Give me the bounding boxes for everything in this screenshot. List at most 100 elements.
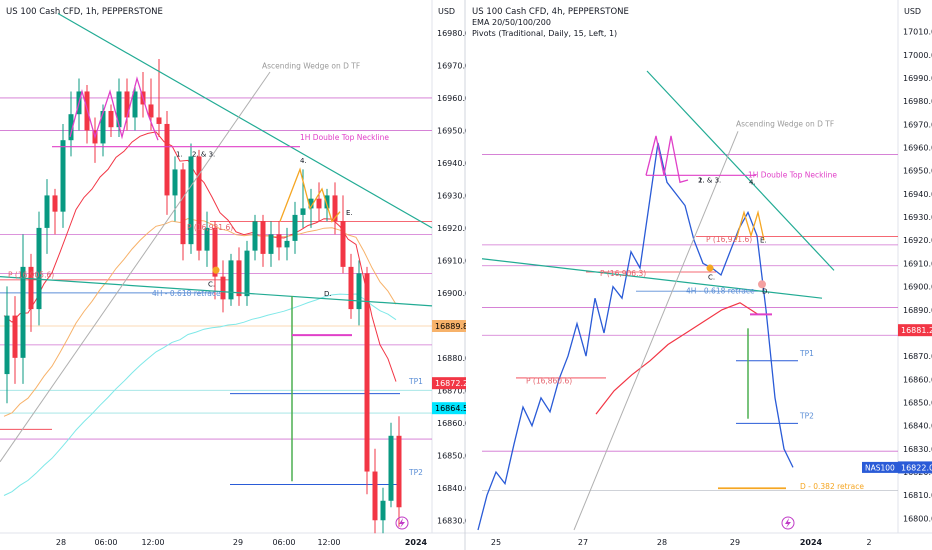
support-trendline bbox=[481, 258, 823, 299]
x-tick-label: 12:00 bbox=[141, 538, 164, 547]
y-tick-label: 16850.0 bbox=[903, 399, 932, 408]
right-pivot-label-1: P (16,906.3) bbox=[600, 269, 646, 278]
candle-body bbox=[260, 221, 266, 254]
candle-body bbox=[36, 227, 42, 310]
x-tick-label: 06:00 bbox=[94, 538, 117, 547]
candle bbox=[276, 221, 282, 261]
x-tick-label: 29 bbox=[730, 538, 740, 547]
y-tick-label: 16900.0 bbox=[437, 289, 466, 298]
candle bbox=[196, 149, 202, 261]
candle bbox=[260, 214, 266, 267]
left-marker-d: D. bbox=[324, 290, 332, 298]
candle-body bbox=[300, 208, 306, 215]
price-badge-text: 16822.0 bbox=[901, 463, 932, 472]
y-tick-label: 16940.0 bbox=[437, 159, 466, 168]
right-ema-legend[interactable]: EMA 20/50/100/200 bbox=[472, 18, 551, 27]
candle-body bbox=[68, 114, 74, 141]
right-chart-panel[interactable]: 16800.016810.016820.016830.016840.016850… bbox=[466, 0, 932, 550]
candle-body bbox=[380, 500, 386, 521]
candle bbox=[20, 234, 26, 384]
candle bbox=[132, 84, 138, 131]
candle-body bbox=[388, 435, 394, 501]
price-badge-text: 16881.2 bbox=[901, 326, 932, 335]
price-badge-bg bbox=[432, 320, 466, 332]
y-tick-label: 16980.0 bbox=[437, 29, 466, 38]
y-tick-label: 16920.0 bbox=[903, 236, 932, 245]
candle bbox=[188, 143, 194, 254]
candle bbox=[172, 156, 178, 222]
left-neckline-label: 1H Double Top Neckline bbox=[300, 133, 389, 142]
price-badge-text: 16889.8 bbox=[435, 322, 466, 331]
candle-body bbox=[324, 195, 330, 209]
candle bbox=[4, 286, 10, 404]
candle bbox=[396, 416, 402, 527]
candle-body bbox=[172, 169, 178, 196]
right-marker-2-3: 2. & 3. bbox=[698, 176, 721, 184]
right-pivots-legend[interactable]: Pivots (Traditional, Daily, 15, Left, 1) bbox=[472, 29, 617, 38]
left-currency-label[interactable]: USD bbox=[438, 7, 455, 16]
price-badge: 16822.0 bbox=[898, 461, 932, 474]
y-tick-label: 16840.0 bbox=[903, 422, 932, 431]
candle-body bbox=[164, 123, 170, 196]
candle-body bbox=[236, 260, 242, 297]
support-trendline bbox=[0, 276, 433, 307]
left-marker-1: 1. bbox=[176, 150, 183, 158]
y-tick-label: 16850.0 bbox=[437, 451, 466, 460]
candle bbox=[236, 247, 242, 306]
right-marker-c: C. bbox=[708, 274, 715, 282]
y-tick-label: 17000.0 bbox=[903, 51, 932, 60]
price-badge-bg bbox=[432, 377, 466, 390]
candle-body bbox=[252, 221, 258, 251]
y-tick-label: 16870.0 bbox=[903, 352, 932, 361]
price-badge: 16881.2 bbox=[898, 324, 932, 337]
y-tick-label: 16920.0 bbox=[437, 224, 466, 233]
y-tick-label: 16800.0 bbox=[903, 514, 932, 523]
price-badge-bg bbox=[432, 402, 466, 415]
candle-body bbox=[100, 110, 106, 144]
candle bbox=[52, 188, 58, 235]
right-currency-label[interactable]: USD bbox=[904, 7, 921, 16]
x-tick-label: 28 bbox=[657, 538, 667, 547]
candle bbox=[68, 91, 74, 157]
ema-series bbox=[595, 302, 759, 415]
left-marker-4: 4. bbox=[300, 157, 307, 165]
candle-body bbox=[124, 91, 130, 118]
price-badge: 16872.2 bbox=[432, 377, 466, 390]
orange-pattern bbox=[279, 167, 341, 223]
x-tick-label: 27 bbox=[578, 538, 588, 547]
candle-body bbox=[268, 234, 274, 254]
candle-body bbox=[308, 198, 314, 209]
candle bbox=[124, 78, 130, 131]
candle-body bbox=[364, 273, 370, 472]
y-tick-label: 16910.0 bbox=[903, 259, 932, 268]
candle bbox=[364, 266, 370, 495]
left-lightning-icon[interactable] bbox=[395, 516, 409, 530]
candle bbox=[284, 227, 290, 261]
candle bbox=[220, 260, 226, 313]
svg-text:NAS100: NAS100 bbox=[865, 463, 895, 472]
y-tick-label: 16860.0 bbox=[903, 375, 932, 384]
right-marker-d: D. bbox=[762, 288, 770, 296]
candle-body bbox=[332, 195, 338, 222]
candle-body bbox=[196, 156, 202, 251]
left-marker-2-3: 2. & 3. bbox=[192, 150, 215, 158]
x-tick-label: 12:00 bbox=[317, 538, 340, 547]
y-tick-label: 16880.0 bbox=[437, 354, 466, 363]
candle-body bbox=[156, 117, 162, 124]
left-chart-panel[interactable]: 16830.0 16840.0 16850.0 16860.0 16870.0 16880… bbox=[0, 0, 466, 550]
right-neckline-label: 1H Double Top Neckline bbox=[748, 171, 837, 180]
right-marker-e: E. bbox=[760, 237, 767, 245]
candle-body bbox=[116, 91, 122, 128]
left-tp1-label: TP1 bbox=[408, 377, 423, 386]
y-tick-label: 16810.0 bbox=[903, 491, 932, 500]
y-tick-label: 16830.0 bbox=[903, 445, 932, 454]
y-tick-label: 16900.0 bbox=[903, 283, 932, 292]
candle-body bbox=[372, 471, 378, 521]
left-wedge-label: Ascending Wedge on D TF bbox=[262, 62, 360, 71]
left-chart-header: US 100 Cash CFD, 1h, PEPPERSTONE bbox=[6, 7, 163, 17]
right-lightning-icon[interactable] bbox=[781, 516, 795, 530]
y-tick-label: 16890.0 bbox=[903, 306, 932, 315]
right-chart-header: US 100 Cash CFD, 4h, PEPPERSTONE bbox=[472, 7, 629, 17]
price-badge-bg bbox=[898, 324, 932, 337]
right-symbol-tag: NAS100 bbox=[862, 461, 898, 473]
